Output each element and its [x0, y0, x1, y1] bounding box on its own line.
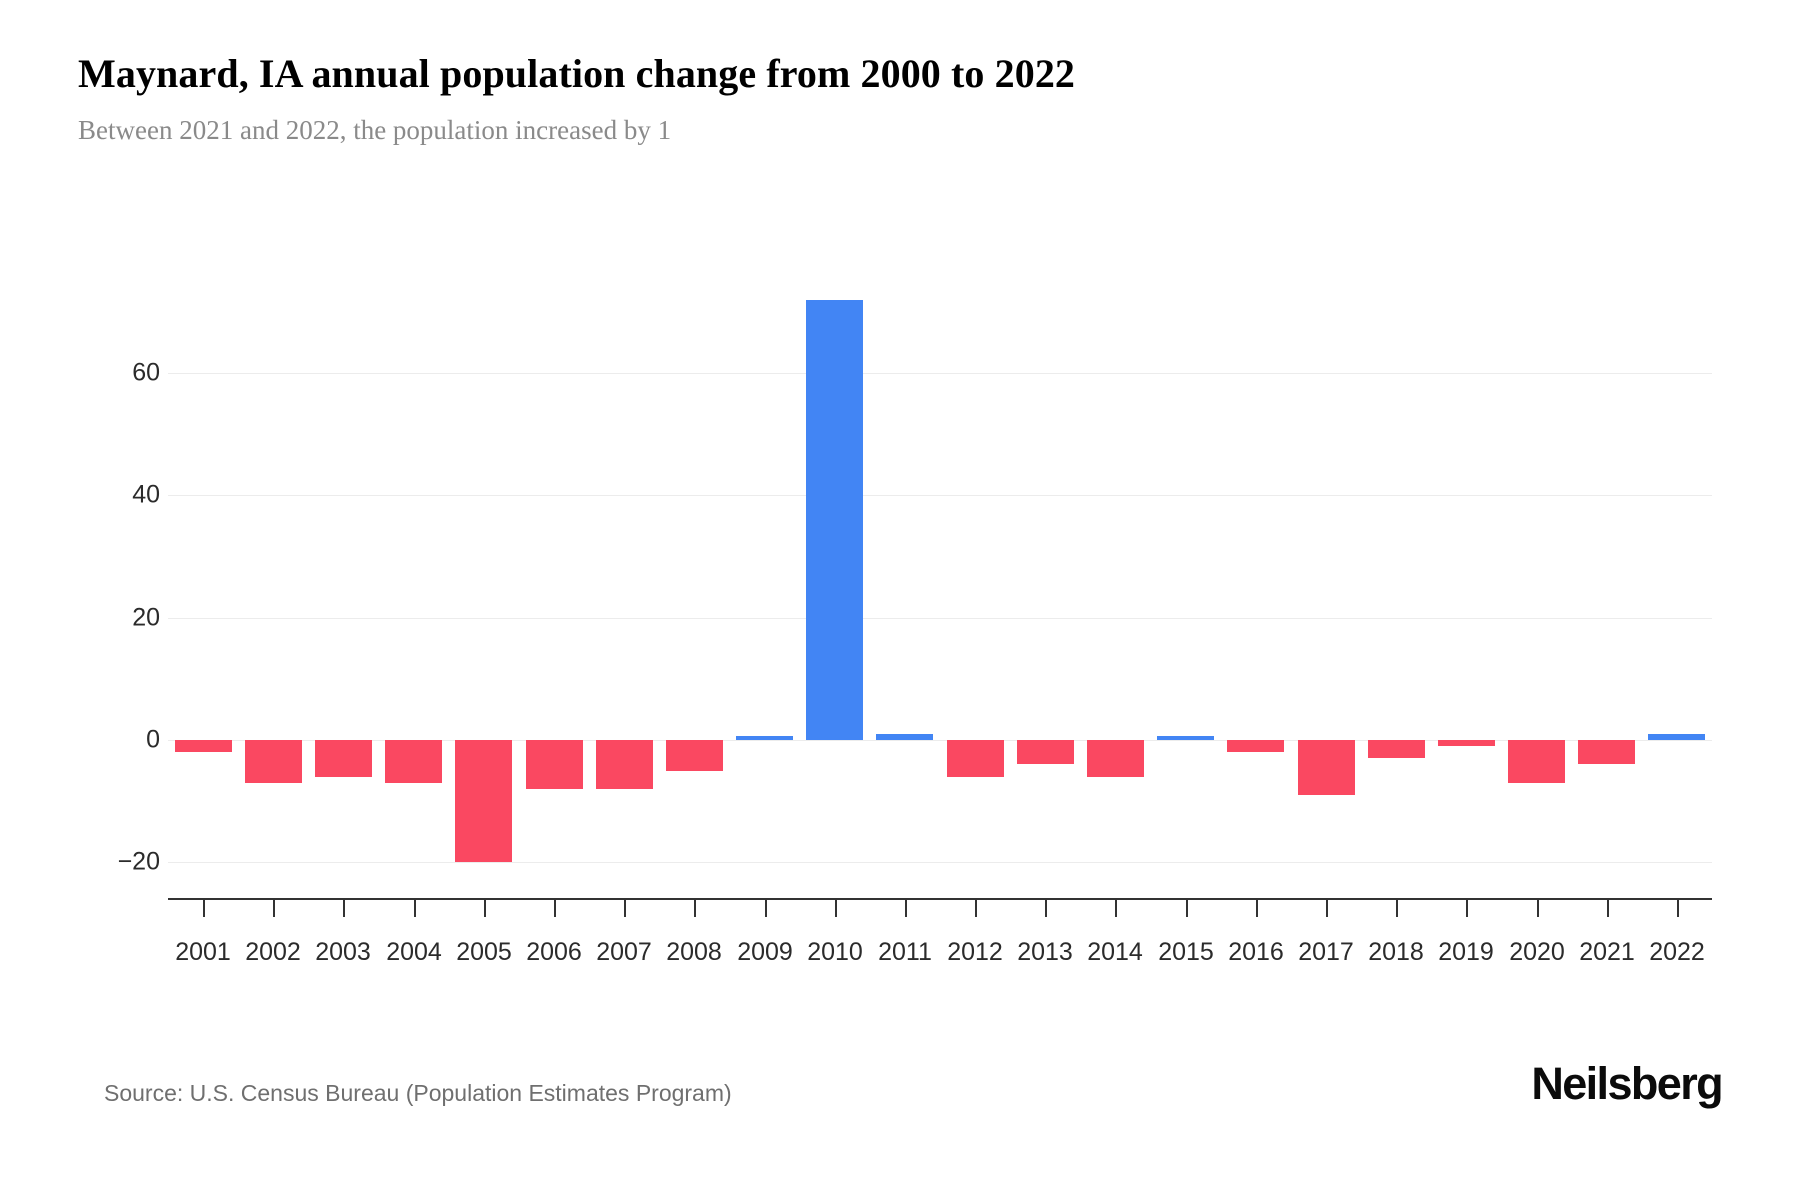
x-axis-tick-label-2021: 2021	[1579, 938, 1635, 966]
y-axis-tick-label: 0	[146, 725, 160, 754]
y-axis-tick-label: −20	[117, 847, 160, 876]
bar-2015[interactable]	[1157, 736, 1215, 740]
x-axis-tick	[765, 899, 767, 917]
gridline-60	[168, 373, 1712, 374]
x-axis-tick	[1256, 899, 1258, 917]
brand-logo: Neilsberg	[1531, 1058, 1723, 1109]
x-axis-tick	[343, 899, 345, 917]
bar-2013[interactable]	[1016, 740, 1074, 765]
page-title: Maynard, IA annual population change fro…	[78, 51, 1076, 96]
x-axis-tick-label-2018: 2018	[1368, 938, 1424, 966]
x-axis-tick	[484, 899, 486, 917]
x-axis-tick	[1326, 899, 1328, 917]
x-axis-tick-label-2008: 2008	[666, 938, 722, 966]
bar-2019[interactable]	[1437, 740, 1495, 747]
gridline-0	[168, 740, 1712, 741]
x-axis-tick	[1115, 899, 1117, 917]
x-axis-tick-label-2013: 2013	[1017, 938, 1073, 966]
bar-2002[interactable]	[244, 740, 302, 783]
x-axis-tick-label-2014: 2014	[1087, 938, 1143, 966]
x-axis-tick-label-2009: 2009	[737, 938, 793, 966]
x-axis-tick	[554, 899, 556, 917]
bar-2021[interactable]	[1578, 740, 1636, 765]
x-axis-tick-label-2010: 2010	[807, 938, 863, 966]
x-axis-tick-label-2017: 2017	[1298, 938, 1354, 966]
bar-2008[interactable]	[665, 740, 723, 771]
chart-subtitle: Between 2021 and 2022, the population in…	[78, 115, 672, 145]
gridline-20	[168, 618, 1712, 619]
x-axis-tick-label-2012: 2012	[947, 938, 1003, 966]
bar-2022[interactable]	[1648, 733, 1706, 740]
x-axis-tick-label-2016: 2016	[1228, 938, 1284, 966]
bar-2014[interactable]	[1086, 740, 1144, 777]
bars-group	[168, 0, 1712, 1200]
x-axis-tick-label-2003: 2003	[315, 938, 371, 966]
x-axis-tick-label-2002: 2002	[245, 938, 301, 966]
x-axis-tick	[835, 899, 837, 917]
x-axis-tick	[1677, 899, 1679, 917]
bar-2012[interactable]	[946, 740, 1004, 777]
x-axis-tick	[624, 899, 626, 917]
bar-2009[interactable]	[736, 736, 794, 740]
x-axis-tick	[1607, 899, 1609, 917]
bar-2003[interactable]	[314, 740, 372, 777]
x-axis-tick-label-2011: 2011	[878, 938, 932, 966]
x-axis-tick	[1186, 899, 1188, 917]
bar-2017[interactable]	[1297, 740, 1355, 796]
bar-2020[interactable]	[1508, 740, 1566, 783]
x-axis-tick	[273, 899, 275, 917]
bar-2005[interactable]	[455, 740, 513, 863]
x-axis-tick	[414, 899, 416, 917]
x-axis-tick-label-2004: 2004	[386, 938, 442, 966]
bar-2006[interactable]	[525, 740, 583, 789]
source-note: Source: U.S. Census Bureau (Population E…	[104, 1080, 732, 1106]
x-axis-tick	[1537, 899, 1539, 917]
x-axis-tick-label-2001: 2001	[175, 938, 231, 966]
bar-2018[interactable]	[1367, 740, 1425, 759]
x-axis-tick-label-2019: 2019	[1438, 938, 1494, 966]
y-axis-tick-label: 40	[132, 480, 160, 509]
bar-2010[interactable]	[806, 299, 864, 740]
x-axis-tick-label-2020: 2020	[1509, 938, 1565, 966]
bar-2004[interactable]	[385, 740, 443, 783]
gridline--20	[168, 862, 1712, 863]
x-axis-tick-label-2005: 2005	[456, 938, 512, 966]
bar-2007[interactable]	[595, 740, 653, 789]
bar-2016[interactable]	[1227, 740, 1285, 753]
x-axis-tick	[905, 899, 907, 917]
x-axis-tick	[203, 899, 205, 917]
x-axis-tick	[1466, 899, 1468, 917]
x-axis-tick-label-2007: 2007	[596, 938, 652, 966]
chart-header: Maynard, IA annual population change fro…	[78, 52, 1718, 146]
x-axis-tick-label-2015: 2015	[1158, 938, 1214, 966]
x-axis-tick	[694, 899, 696, 917]
x-axis-line	[168, 898, 1712, 900]
y-axis-tick-label: 20	[132, 603, 160, 632]
y-axis-tick-label: 60	[132, 358, 160, 387]
x-axis-tick	[1045, 899, 1047, 917]
gridline-40	[168, 495, 1712, 496]
x-axis-tick-label-2022: 2022	[1649, 938, 1705, 966]
x-axis-tick	[975, 899, 977, 917]
x-axis-tick	[1396, 899, 1398, 917]
x-axis-tick-label-2006: 2006	[526, 938, 582, 966]
bar-2011[interactable]	[876, 733, 934, 740]
bar-2001[interactable]	[174, 740, 232, 753]
